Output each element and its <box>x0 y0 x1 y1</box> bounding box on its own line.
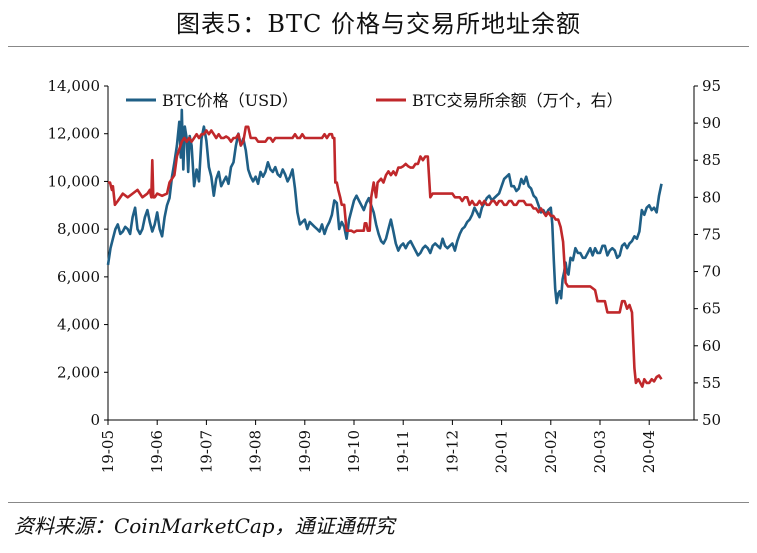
x-tick-label: 19-08 <box>247 430 265 473</box>
x-tick-label: 20-02 <box>542 430 560 473</box>
chart-legend: BTC价格（USD） BTC交易所余额（万个，右） <box>126 91 623 110</box>
legend-label-btc-price: BTC价格（USD） <box>162 91 298 110</box>
x-tick-label: 19-06 <box>148 430 166 473</box>
y-right-tick-label: 65 <box>702 300 721 318</box>
x-tick-label: 19-07 <box>197 430 215 473</box>
y-left-tick-label: 4,000 <box>57 316 100 334</box>
x-tick-label: 19-10 <box>345 430 363 473</box>
y-left-tick-label: 6,000 <box>57 268 100 286</box>
y-left-tick-label: 10,000 <box>48 172 101 190</box>
x-tick-label: 20-03 <box>591 430 609 473</box>
y-right-tick-label: 85 <box>702 151 721 169</box>
y-right-tick-label: 55 <box>702 374 721 392</box>
source-divider <box>8 502 749 503</box>
chart-axes: 0 2,000 4,000 6,000 8,000 10,000 12,000 14,000 5… <box>48 77 722 473</box>
title-divider <box>8 46 749 47</box>
x-tick-label: 19-11 <box>394 430 412 473</box>
y-left-tick-label: 12,000 <box>48 125 101 143</box>
chart-series <box>106 108 663 388</box>
btc-price-line <box>106 108 663 305</box>
x-tick-label: 20-01 <box>493 430 511 473</box>
y-left-tick-label: 2,000 <box>57 363 100 381</box>
y-right-tick-label: 95 <box>702 77 721 95</box>
x-tick-label: 19-05 <box>99 430 117 473</box>
figure-title: 图表5：BTC 价格与交易所地址余额 <box>176 10 581 38</box>
y-right-tick-label: 75 <box>702 225 721 243</box>
y-right-tick-label: 70 <box>702 263 721 281</box>
x-tick-label: 20-04 <box>640 430 658 473</box>
y-right-tick-label: 50 <box>702 411 721 429</box>
y-left-tick-label: 0 <box>90 411 100 429</box>
x-tick-label: 19-12 <box>443 430 461 473</box>
x-tick-label: 19-09 <box>296 430 314 473</box>
y-right-tick-label: 60 <box>702 337 721 355</box>
exchange-balance-line <box>108 125 663 388</box>
source-note: 资料来源：CoinMarketCap，通证通研究 <box>14 514 395 538</box>
y-right-tick-label: 90 <box>702 114 721 132</box>
y-left-tick-label: 8,000 <box>57 220 100 238</box>
y-left-tick-label: 14,000 <box>48 77 101 95</box>
legend-label-exchange-balance: BTC交易所余额（万个，右） <box>412 91 623 110</box>
y-right-tick-label: 80 <box>702 188 721 206</box>
